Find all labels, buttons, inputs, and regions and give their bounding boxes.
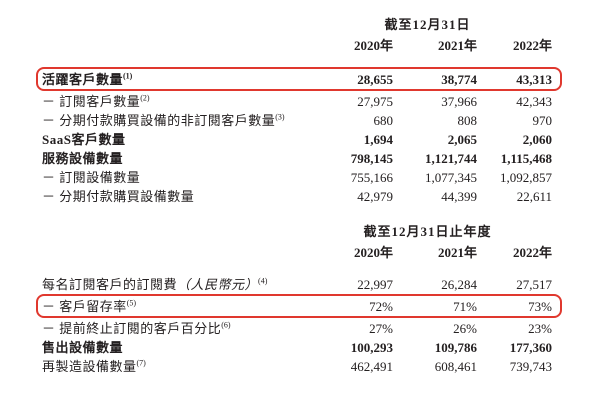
customers-and-devices-table: 截至12月31日 2020年 2021年 2022年活躍客戶數量(1) 28,655 38… (36, 16, 562, 206)
row-label: 服務設備數量 (42, 151, 124, 166)
footnote-marker: (7) (136, 358, 146, 368)
subscription-metrics-table: 截至12月31日止年度 2020年 2021年 2022年每名訂閱客戶的訂閱費（人民幣… (36, 223, 562, 376)
footnote-marker: (6) (221, 320, 231, 330)
year-column-header: 2022年 (512, 38, 552, 53)
cell-value: 22,611 (516, 189, 552, 204)
year-column-header: 2022年 (512, 245, 552, 260)
cell-value: 1,077,345 (425, 170, 477, 185)
cell-value: 2,065 (447, 132, 477, 147)
row-label: SaaS客戶數量 (42, 132, 126, 147)
cell-value: 739,743 (509, 359, 552, 374)
row-label: － 提前終止訂閱的客戶百分比(6) (42, 320, 231, 336)
table-row: － 訂閱設備數量 755,166 1,077,345 1,092,857 (42, 168, 552, 187)
footnote-marker: (4) (258, 276, 268, 286)
cell-value: 27,517 (516, 277, 552, 292)
cell-value: 44,399 (441, 189, 477, 204)
row-label: － 客戶留存率(5) (42, 298, 137, 314)
cell-value: 26% (453, 321, 477, 336)
row-label: － 訂閱設備數量 (42, 170, 141, 185)
row-label: － 訂閱客戶數量(2) (42, 93, 150, 109)
cell-value: 37,966 (441, 94, 477, 109)
cell-value: 1,121,744 (425, 151, 477, 166)
footnote-marker: (5) (126, 298, 137, 308)
table-row: SaaS客戶數量 1,694 2,065 2,060 (42, 130, 552, 149)
cell-value: 1,694 (363, 132, 393, 147)
cell-value: 26,284 (441, 277, 477, 292)
year-column-header: 2021年 (437, 245, 477, 260)
period-header: 截至12月31日止年度 (363, 224, 492, 239)
table-row: － 訂閱客戶數量(2) 27,975 37,966 42,343 (42, 92, 552, 111)
footnote-marker: (3) (275, 112, 285, 122)
cell-value: 462,491 (350, 359, 393, 374)
cell-value: 680 (373, 113, 394, 128)
year-column-header: 2020年 (353, 38, 393, 53)
cell-value: 608,461 (434, 359, 477, 374)
table-row: － 提前終止訂閱的客戶百分比(6) 27% 26% 23% (42, 319, 552, 338)
year-column-header: 2021年 (437, 38, 477, 53)
table-row: 每名訂閱客戶的訂閱費（人民幣元）(4) 22,997 26,284 27,517 (42, 275, 552, 294)
row-label: － 分期付款購買設備數量 (42, 189, 195, 204)
cell-value: 22,997 (357, 277, 393, 292)
row-label: 售出設備數量 (42, 340, 124, 355)
footnote-marker: (2) (140, 93, 150, 103)
cell-value: 970 (532, 113, 553, 128)
year-header-row: 2020年 2021年 2022年 (42, 243, 552, 262)
cell-value: 177,360 (509, 340, 552, 355)
table-row: 再製造設備數量(7) 462,491 608,461 739,743 (42, 357, 552, 376)
footnote-marker: (1) (123, 71, 133, 81)
row-label: 再製造設備數量(7) (42, 358, 146, 374)
cell-value: 38,774 (441, 72, 477, 87)
row-label: － 分期付款購買設備的非訂閱客戶數量(3) (42, 112, 285, 128)
table-body: 活躍客戶數量(1) 28,655 38,774 43,313 － 訂閱客戶數量(2) 27… (36, 67, 562, 206)
cell-value: 798,145 (350, 151, 393, 166)
row-label: 每名訂閱客戶的訂閱費（人民幣元）(4) (42, 276, 268, 292)
cell-value: 1,115,468 (500, 151, 552, 166)
cell-value: 100,293 (350, 340, 393, 355)
table-row: 服務設備數量 798,145 1,121,744 1,115,468 (42, 149, 552, 168)
cell-value: 72% (369, 299, 393, 314)
cell-value: 109,786 (434, 340, 477, 355)
period-header-row: 截至12月31日止年度 (42, 223, 552, 240)
row-label-unit: （人民幣元） (177, 277, 259, 292)
cell-value: 808 (457, 113, 478, 128)
highlighted-table-row: 活躍客戶數量(1) 28,655 38,774 43,313 (36, 67, 562, 91)
cell-value: 73% (528, 299, 552, 314)
cell-value: 27,975 (357, 94, 393, 109)
table-row: 售出設備數量 100,293 109,786 177,360 (42, 338, 552, 357)
year-header-row: 2020年 2021年 2022年 (42, 36, 552, 55)
cell-value: 43,313 (516, 72, 552, 87)
cell-value: 1,092,857 (500, 170, 552, 185)
cell-value: 755,166 (350, 170, 393, 185)
cell-value: 23% (528, 321, 552, 336)
cell-value: 2,060 (522, 132, 552, 147)
cell-value: 27% (369, 321, 393, 336)
period-header: 截至12月31日 (384, 17, 471, 32)
highlighted-table-row: － 客戶留存率(5) 72% 71% 73% (36, 294, 562, 318)
year-column-header: 2020年 (353, 245, 393, 260)
cell-value: 28,655 (357, 72, 393, 87)
row-label: 活躍客戶數量(1) (42, 71, 133, 87)
cell-value: 71% (453, 299, 477, 314)
table-row: － 分期付款購買設備的非訂閱客戶數量(3) 680 808 970 (42, 111, 552, 130)
cell-value: 42,979 (357, 189, 393, 204)
period-header-row: 截至12月31日 (42, 16, 552, 33)
cell-value: 42,343 (516, 94, 552, 109)
table-body: 每名訂閱客戶的訂閱費（人民幣元）(4) 22,997 26,284 27,517 － 客… (36, 275, 562, 376)
table-row: － 分期付款購買設備數量 42,979 44,399 22,611 (42, 187, 552, 206)
